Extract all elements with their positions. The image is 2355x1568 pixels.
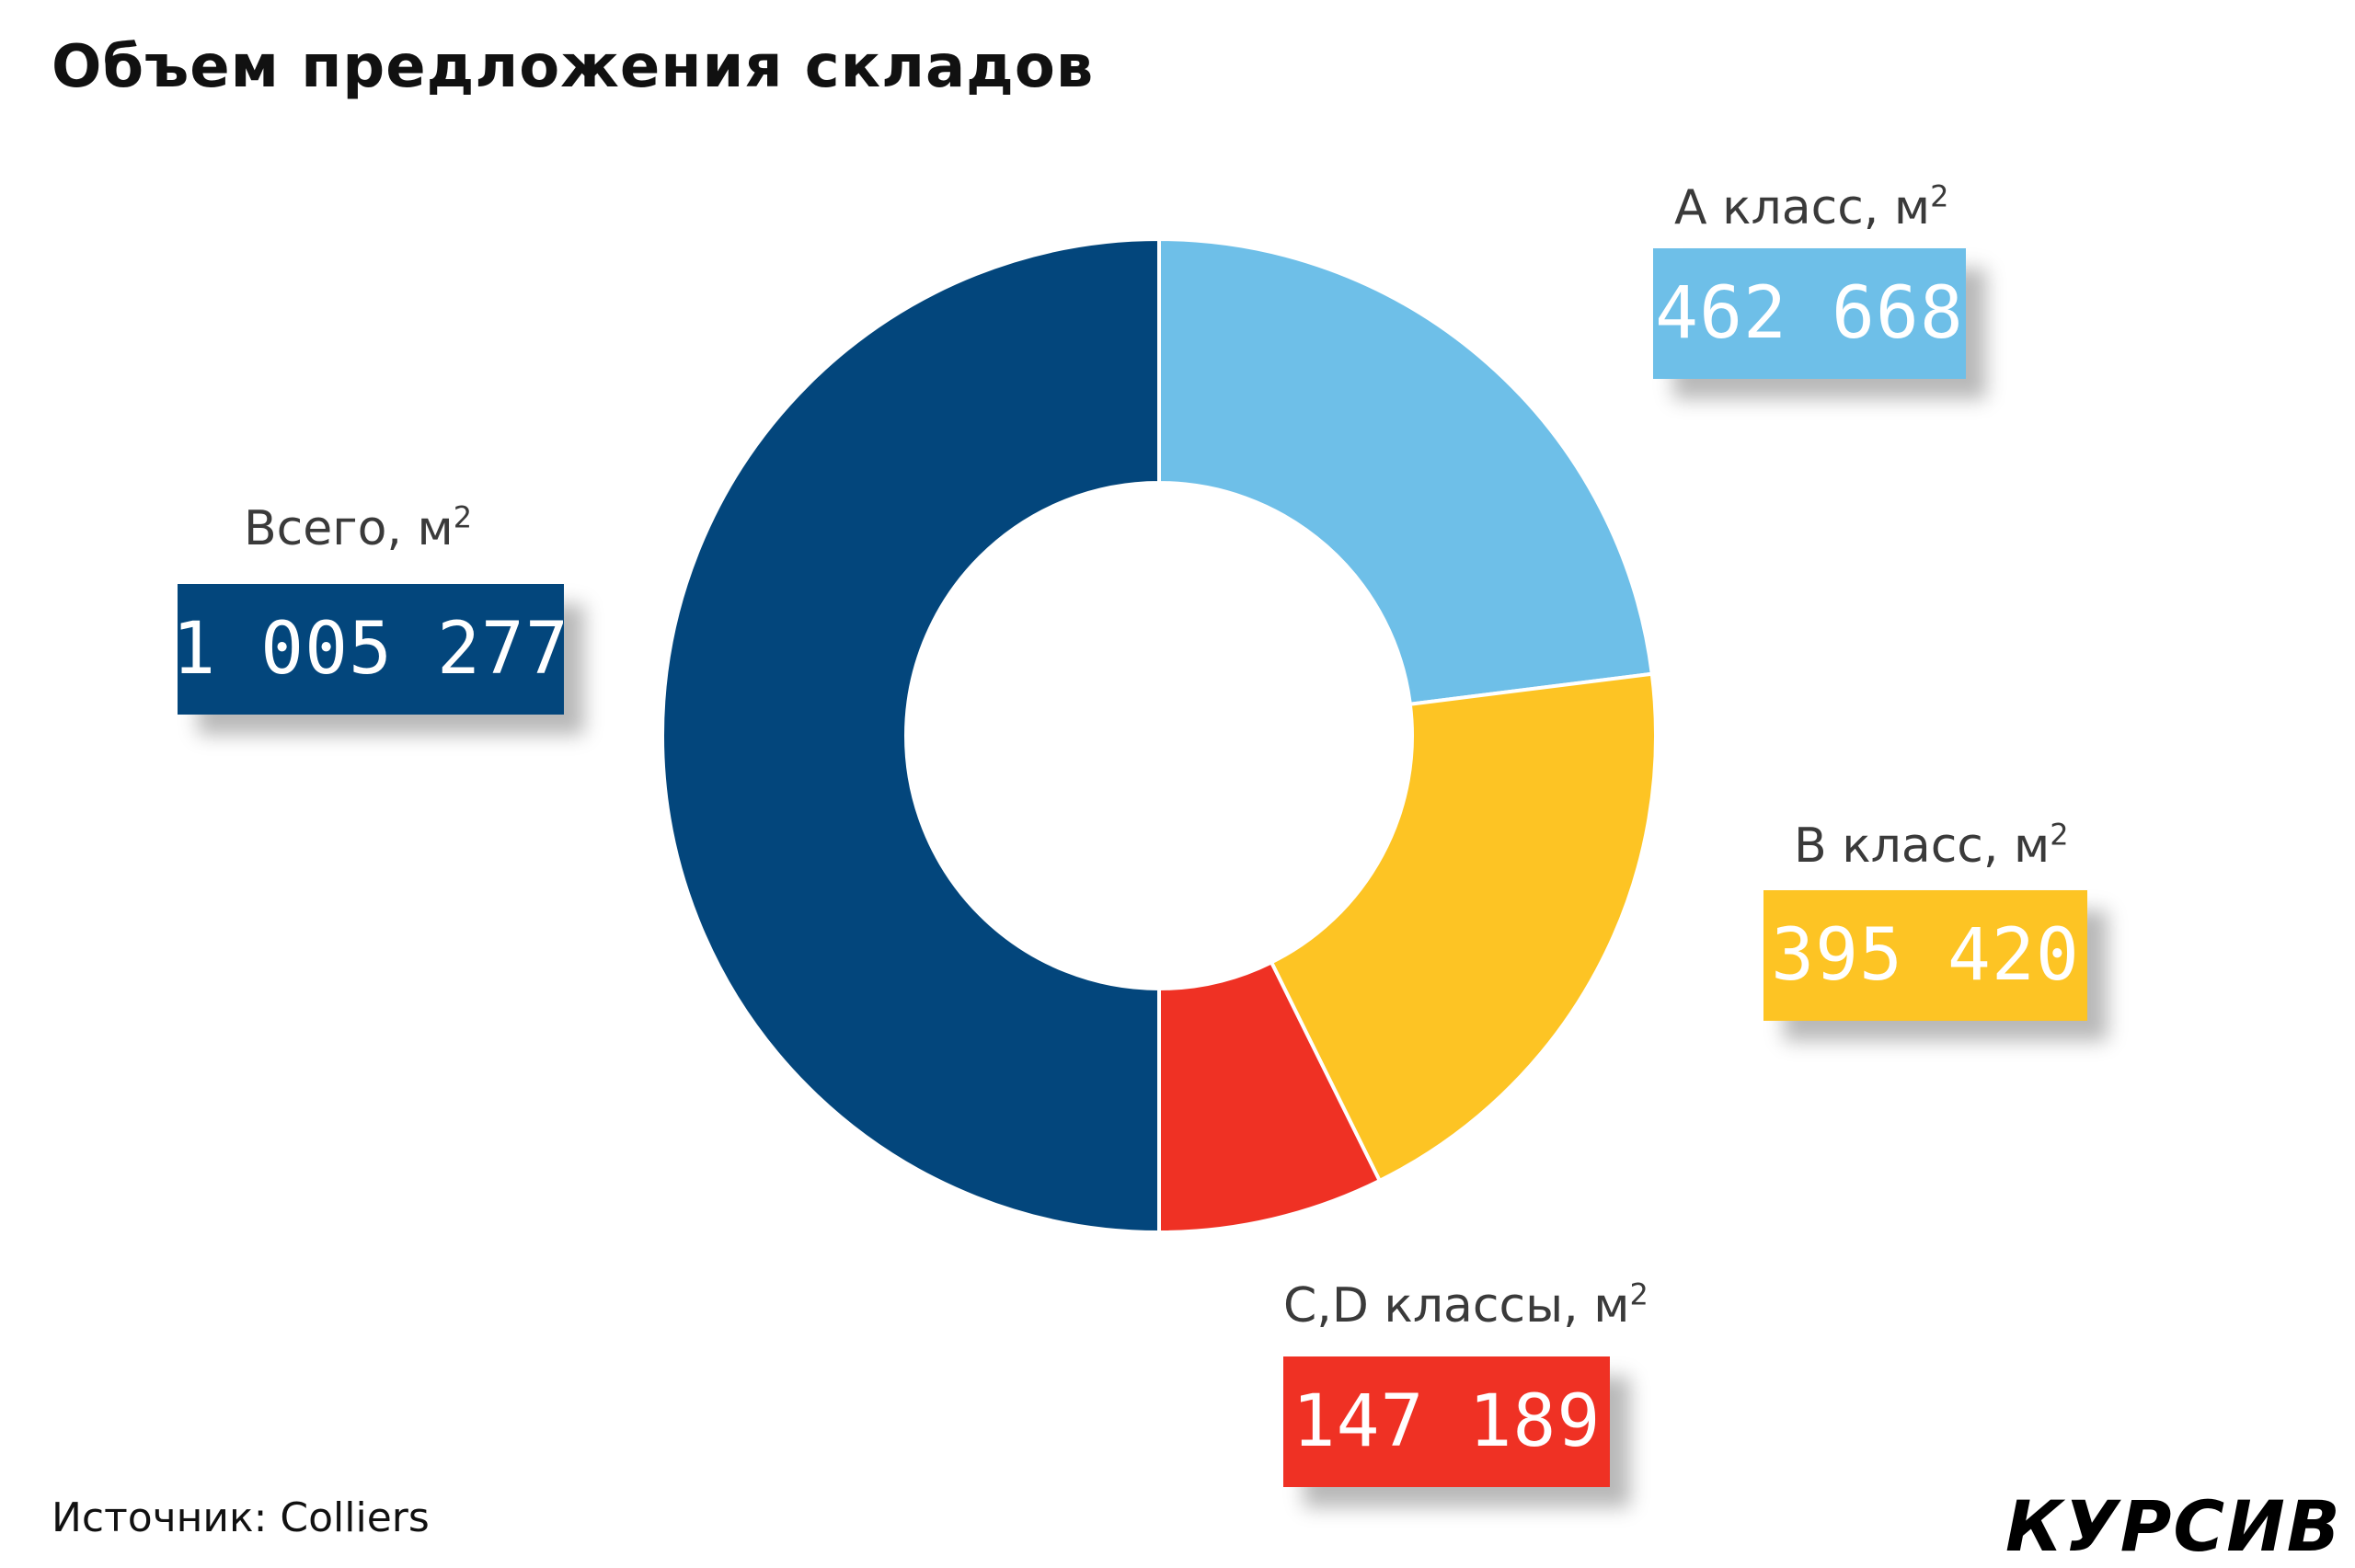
callout-label-a-class-sup: 2: [1930, 178, 1949, 214]
callout-box-cd-classes: 147 189: [1283, 1356, 1610, 1487]
callout-label-total-sup: 2: [453, 499, 473, 535]
callout-value-b-class: 395 420: [1771, 914, 2080, 997]
callout-value-a-class: 462 668: [1655, 272, 1964, 355]
callout-label-b-class: B класс, м2: [1794, 818, 2069, 874]
callout-label-b-class-text: B класс, м: [1794, 818, 2051, 874]
source-note: Источник: Colliers: [52, 1494, 430, 1541]
callout-value-cd-classes: 147 189: [1292, 1380, 1602, 1463]
callout-label-a-class: A класс, м2: [1674, 180, 1948, 235]
donut-slice-b-class: [1269, 671, 1658, 1184]
callout-label-total-text: Всего, м: [244, 501, 454, 556]
donut-slices: [661, 236, 1658, 1235]
callout-box-a-class: 462 668: [1653, 248, 1966, 379]
brand-logo: КУРСИВ: [2005, 1485, 2342, 1567]
callout-label-cd-classes-text: C,D классы, м: [1283, 1278, 1630, 1333]
callout-label-cd-classes: C,D классы, м2: [1283, 1278, 1648, 1333]
donut-slice-a-class: [1157, 236, 1655, 706]
chart-title: Объем предложения складов: [52, 33, 1095, 101]
donut-slice-total: [661, 236, 1161, 1235]
callout-label-a-class-text: A класс, м: [1674, 180, 1931, 235]
callout-label-b-class-sup: 2: [2050, 817, 2069, 853]
callout-value-total: 1 005 277: [172, 608, 569, 691]
callout-label-total: Всего, м2: [244, 501, 472, 556]
callout-label-cd-classes-sup: 2: [1629, 1276, 1648, 1312]
callout-box-total: 1 005 277: [172, 584, 569, 715]
callout-box-b-class: 395 420: [1763, 890, 2087, 1021]
